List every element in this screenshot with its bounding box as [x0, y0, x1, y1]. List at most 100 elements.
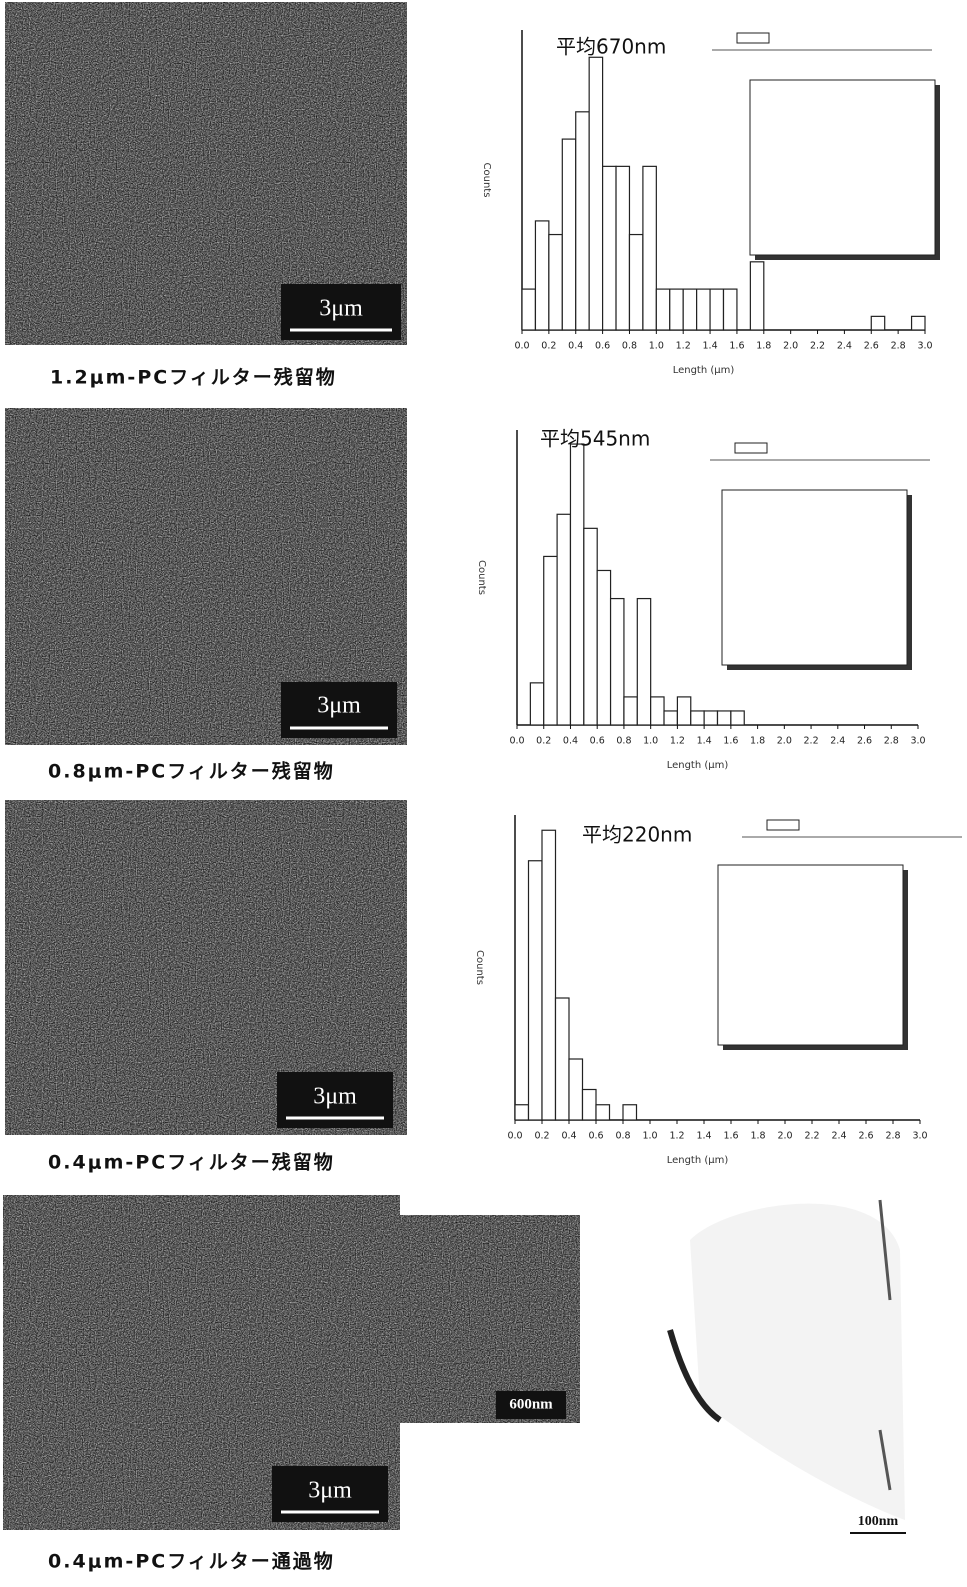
legend-swatch [767, 820, 799, 830]
x-tick-label: 2.2 [810, 341, 825, 352]
stats-box [722, 490, 907, 665]
x-tick-label: 0.2 [534, 1131, 549, 1142]
bar [556, 998, 570, 1120]
scale-bar-label: 3μm [317, 693, 361, 719]
caption: 0.4μm-PCフィルター通過物 [48, 1550, 335, 1573]
x-tick-label: 0.8 [615, 1131, 630, 1142]
x-tick-label: 2.0 [783, 341, 798, 352]
stats-box [750, 80, 935, 255]
x-tick-label: 3.0 [912, 1131, 927, 1142]
bar [683, 289, 696, 330]
x-tick-label: 1.4 [703, 341, 718, 352]
bar [643, 166, 656, 330]
x-axis-label: Length (μm) [673, 365, 735, 376]
y-axis-label: Counts [476, 560, 487, 595]
bar [670, 289, 683, 330]
bar [656, 289, 669, 330]
bar [616, 166, 629, 330]
x-tick-label: 0.4 [568, 341, 583, 352]
chart-title: 平均545nm [540, 427, 650, 451]
x-tick-label: 1.6 [723, 1131, 738, 1142]
bar [584, 528, 597, 725]
scale-bar-label: 100nm [858, 1514, 899, 1529]
x-tick-label: 0.2 [536, 736, 551, 747]
bar [522, 289, 535, 330]
bar [750, 262, 763, 330]
x-tick-label: 1.2 [670, 736, 685, 747]
bar [529, 861, 543, 1120]
legend-swatch [735, 443, 767, 453]
bar [542, 830, 556, 1120]
x-tick-label: 0.4 [561, 1131, 576, 1142]
x-tick-label: 1.0 [642, 1131, 657, 1142]
x-tick-label: 2.6 [858, 1131, 873, 1142]
x-tick-label: 2.0 [777, 1131, 792, 1142]
x-tick-label: 2.2 [804, 736, 819, 747]
x-tick-label: 1.6 [723, 736, 738, 747]
x-tick-label: 2.6 [864, 341, 879, 352]
x-tick-label: 3.0 [917, 341, 932, 352]
x-tick-label: 0.6 [590, 736, 605, 747]
bar [871, 316, 884, 330]
bar [583, 1090, 597, 1121]
bar [718, 711, 731, 725]
scale-bar-label: 3μm [319, 296, 363, 322]
x-tick-label: 1.2 [669, 1131, 684, 1142]
bar [530, 683, 543, 725]
bar [629, 235, 642, 330]
x-tick-label: 2.4 [837, 341, 852, 352]
x-tick-label: 0.6 [588, 1131, 603, 1142]
bar [535, 221, 548, 330]
caption: 1.2μm-PCフィルター残留物 [50, 366, 337, 389]
x-tick-label: 0.2 [541, 341, 556, 352]
scale-bar-label: 3μm [308, 1478, 352, 1504]
bar [570, 444, 583, 725]
bar [623, 1105, 637, 1120]
bar [549, 235, 562, 330]
x-tick-label: 1.8 [750, 1131, 765, 1142]
x-tick-label: 1.2 [676, 341, 691, 352]
bar [569, 1059, 583, 1120]
x-tick-label: 0.6 [595, 341, 610, 352]
scale-bar-label: 3μm [313, 1084, 357, 1110]
y-axis-label: Counts [481, 163, 492, 198]
bar [624, 697, 637, 725]
x-tick-label: 2.8 [885, 1131, 900, 1142]
legend-swatch [737, 33, 769, 43]
caption: 0.4μm-PCフィルター残留物 [48, 1151, 335, 1174]
x-tick-label: 2.4 [831, 1131, 846, 1142]
bar [691, 711, 704, 725]
bar [697, 289, 710, 330]
bar [704, 711, 717, 725]
x-tick-label: 1.0 [643, 736, 658, 747]
bar [651, 697, 664, 725]
bar [731, 711, 744, 725]
x-tick-label: 0.0 [509, 736, 524, 747]
stats-box [718, 865, 903, 1045]
bar [562, 139, 575, 330]
x-tick-label: 1.8 [750, 736, 765, 747]
tem-image [690, 1204, 905, 1520]
x-tick-label: 1.4 [697, 736, 712, 747]
bar [664, 711, 677, 725]
x-tick-label: 1.8 [756, 341, 771, 352]
bar [677, 697, 690, 725]
x-tick-label: 2.0 [777, 736, 792, 747]
scale-bar-label: 600nm [509, 1396, 553, 1412]
bar [557, 514, 570, 725]
x-tick-label: 1.4 [696, 1131, 711, 1142]
x-tick-label: 0.0 [514, 341, 529, 352]
bar [576, 112, 589, 330]
caption: 0.8μm-PCフィルター残留物 [48, 760, 335, 783]
bar [637, 599, 650, 725]
bar [611, 599, 624, 725]
bar [724, 289, 737, 330]
bar [597, 570, 610, 725]
bar [589, 57, 602, 330]
x-tick-label: 2.6 [857, 736, 872, 747]
x-axis-label: Length (μm) [667, 1155, 729, 1166]
bar [603, 166, 616, 330]
x-tick-label: 2.4 [830, 736, 845, 747]
x-tick-label: 1.0 [649, 341, 664, 352]
